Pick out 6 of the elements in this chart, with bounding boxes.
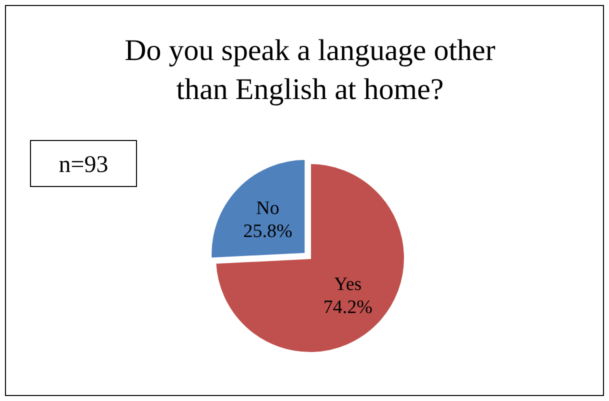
data-label: 25.8% [243,220,292,242]
slice-label: No [256,198,280,219]
text: n=93 [58,152,108,178]
chart-title: Do you speak a language other than English at home? [124,34,496,106]
data-label: 74.2% [323,297,373,318]
slice-label: Yes [334,274,362,296]
